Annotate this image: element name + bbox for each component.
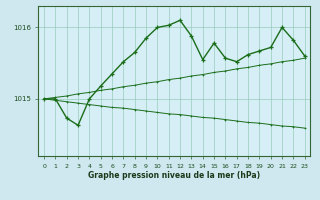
- X-axis label: Graphe pression niveau de la mer (hPa): Graphe pression niveau de la mer (hPa): [88, 171, 260, 180]
